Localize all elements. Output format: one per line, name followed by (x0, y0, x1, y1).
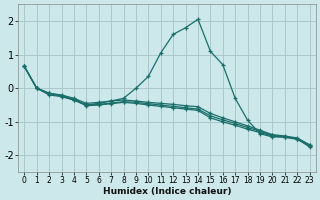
X-axis label: Humidex (Indice chaleur): Humidex (Indice chaleur) (103, 187, 231, 196)
